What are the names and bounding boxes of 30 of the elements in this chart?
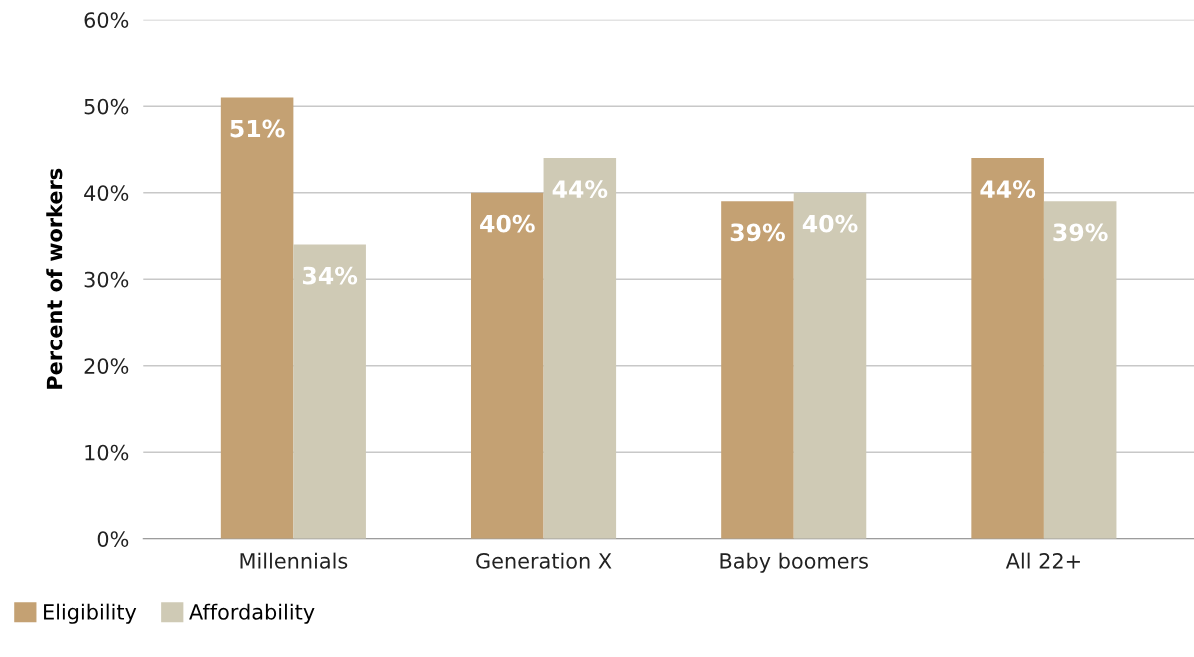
y-tick-label: 10%	[85, 444, 129, 461]
data-label: 40%	[802, 214, 858, 233]
legend-label: Eligibility	[44, 603, 137, 624]
x-tick-label: Generation X	[476, 552, 612, 569]
bar	[1043, 201, 1117, 539]
y-tick-label: 0%	[97, 531, 129, 547]
y-tick-label: 30%	[84, 271, 129, 288]
y-tick-label: 60%	[84, 12, 129, 28]
x-tick-label: Baby boomers	[720, 552, 868, 573]
y-tick-label: 20%	[84, 358, 129, 374]
bar	[721, 201, 794, 539]
data-label: 40%	[480, 214, 535, 233]
data-label: 51%	[230, 119, 285, 138]
x-tick-label: Millennials	[240, 552, 348, 569]
legend-label: Affordability	[189, 603, 315, 624]
y-tick-label: 50%	[84, 98, 129, 115]
data-label: 39%	[1053, 223, 1108, 242]
data-label: 39%	[730, 223, 785, 242]
x-tick-label: All 22+	[1005, 552, 1080, 569]
data-label: 44%	[980, 180, 1036, 198]
y-tick-label: 40%	[84, 185, 129, 201]
bar	[971, 158, 1044, 539]
data-label: 34%	[302, 266, 358, 285]
bar	[793, 192, 867, 539]
bar	[471, 192, 544, 539]
bar	[543, 158, 617, 539]
bar	[293, 244, 366, 539]
y-axis-title: Percent of workers	[46, 168, 63, 389]
data-label: 44%	[552, 180, 608, 198]
bar	[220, 97, 294, 539]
